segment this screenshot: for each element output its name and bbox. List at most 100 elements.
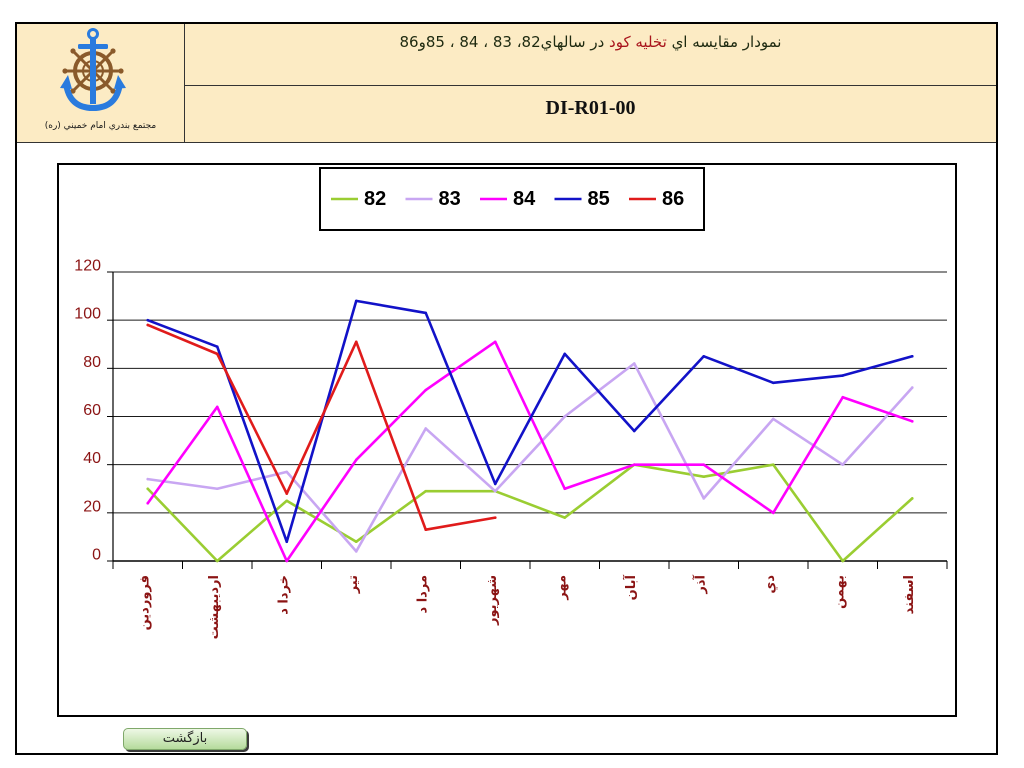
data-point xyxy=(702,497,706,500)
data-point xyxy=(215,487,219,491)
data-point xyxy=(493,516,497,519)
legend-label: 82 xyxy=(364,188,386,210)
data-point xyxy=(146,477,150,481)
data-point xyxy=(632,429,636,433)
legend-item-83: 83 xyxy=(405,188,461,210)
data-point xyxy=(910,420,914,423)
data-point xyxy=(841,374,845,377)
data-point xyxy=(146,323,150,327)
x-tick-label: خردا د xyxy=(276,575,291,615)
y-tick-label: 20 xyxy=(83,498,101,515)
data-point xyxy=(910,386,914,389)
data-point xyxy=(215,559,219,563)
y-tick-label: 40 xyxy=(83,450,101,467)
data-point xyxy=(354,550,358,553)
series-lines xyxy=(146,299,914,563)
data-point xyxy=(424,311,428,315)
header-table: مجتمع بندري امام خميني (ره) نمودار مقايس… xyxy=(17,24,996,143)
data-point xyxy=(354,299,358,303)
data-point xyxy=(424,427,428,430)
x-tick-label: بهمن xyxy=(832,575,847,609)
title-cell: نمودار مقايسه اي تخليه كود در سالهاي82، … xyxy=(185,24,996,86)
x-tick-label: اسفند xyxy=(902,575,917,614)
back-button[interactable]: بازگشت xyxy=(123,728,247,750)
title-years: در سالهاي82، 83 ، 84 ، 85و86 xyxy=(399,33,605,51)
legend-label: 83 xyxy=(439,188,461,210)
code-cell: DI-R01-00 xyxy=(185,86,996,142)
y-tick-label: 0 xyxy=(92,547,101,564)
series-86 xyxy=(146,323,497,531)
anchor-icon xyxy=(60,28,126,112)
legend-item-86: 86 xyxy=(629,188,684,210)
data-point xyxy=(354,340,358,344)
data-point xyxy=(702,463,706,466)
data-point xyxy=(215,345,219,348)
data-point xyxy=(771,381,775,385)
x-tick-label: تير xyxy=(346,575,361,594)
anchor-ship-wheel-icon xyxy=(60,28,126,112)
data-point xyxy=(285,499,289,503)
back-button-label: بازگشت xyxy=(162,731,208,746)
data-point xyxy=(563,415,567,418)
data-point xyxy=(215,352,219,356)
data-point xyxy=(910,354,914,358)
data-point xyxy=(146,318,150,322)
data-point xyxy=(146,487,150,491)
data-point xyxy=(215,405,219,409)
data-point xyxy=(771,417,775,421)
data-point xyxy=(424,388,428,392)
data-point xyxy=(563,352,567,356)
data-point xyxy=(563,516,567,519)
legend-label: 86 xyxy=(662,188,684,210)
x-tick-label: شهريور xyxy=(485,575,500,626)
x-axis-labels: فروردين ارديبهشت خردا د تير مردا د شهريور مهر آ… xyxy=(137,574,917,639)
data-point xyxy=(771,511,775,515)
series-line-83 xyxy=(146,362,914,553)
data-point xyxy=(285,470,289,474)
legend-item-84: 84 xyxy=(480,188,536,210)
series-line-86 xyxy=(146,323,497,531)
data-point xyxy=(285,559,289,563)
data-point xyxy=(424,528,428,531)
data-point xyxy=(493,482,497,486)
data-point xyxy=(563,487,567,491)
data-point xyxy=(493,340,497,344)
x-tick-label: مردا د xyxy=(415,575,430,613)
x-tick-label: آذر xyxy=(691,574,708,594)
data-point xyxy=(424,489,428,493)
data-point xyxy=(285,492,289,495)
data-point xyxy=(702,475,706,479)
series-85 xyxy=(146,299,914,544)
logo-cell: مجتمع بندري امام خميني (ره) xyxy=(17,24,185,142)
series-84 xyxy=(146,340,914,563)
data-point xyxy=(841,395,845,399)
slide-frame xyxy=(15,22,998,755)
x-tick-label: فروردين xyxy=(137,575,152,630)
data-point xyxy=(632,463,636,466)
legend-label: 84 xyxy=(513,188,536,210)
x-tick-label: دي xyxy=(763,575,778,594)
data-point xyxy=(841,463,845,466)
data-point xyxy=(910,497,914,500)
x-tick-label: آبان xyxy=(622,574,639,600)
data-point xyxy=(354,540,358,544)
data-point xyxy=(702,354,706,358)
line-chart: 0 20 40 60 80 100 120 فروردين ارديبهشت خردا د تير… xyxy=(57,163,957,717)
title-text: نمودار مقايسه اي xyxy=(671,33,782,51)
series-line-84 xyxy=(146,340,914,563)
data-point xyxy=(771,463,775,466)
data-point xyxy=(632,362,636,365)
x-tick-label: مهر xyxy=(554,575,569,601)
legend-label: 85 xyxy=(588,188,610,210)
y-tick-label: 120 xyxy=(74,258,101,275)
data-point xyxy=(285,540,289,544)
data-point xyxy=(354,458,358,462)
page-title: نمودار مقايسه اي تخليه كود در سالهاي82، … xyxy=(185,24,996,52)
y-tick-label: 60 xyxy=(83,402,101,419)
y-tick-label: 80 xyxy=(83,354,101,371)
axes xyxy=(107,271,948,569)
data-point xyxy=(146,501,150,505)
y-axis-labels: 0 20 40 60 80 100 120 xyxy=(74,258,101,564)
x-tick-label: ارديبهشت xyxy=(207,575,222,639)
